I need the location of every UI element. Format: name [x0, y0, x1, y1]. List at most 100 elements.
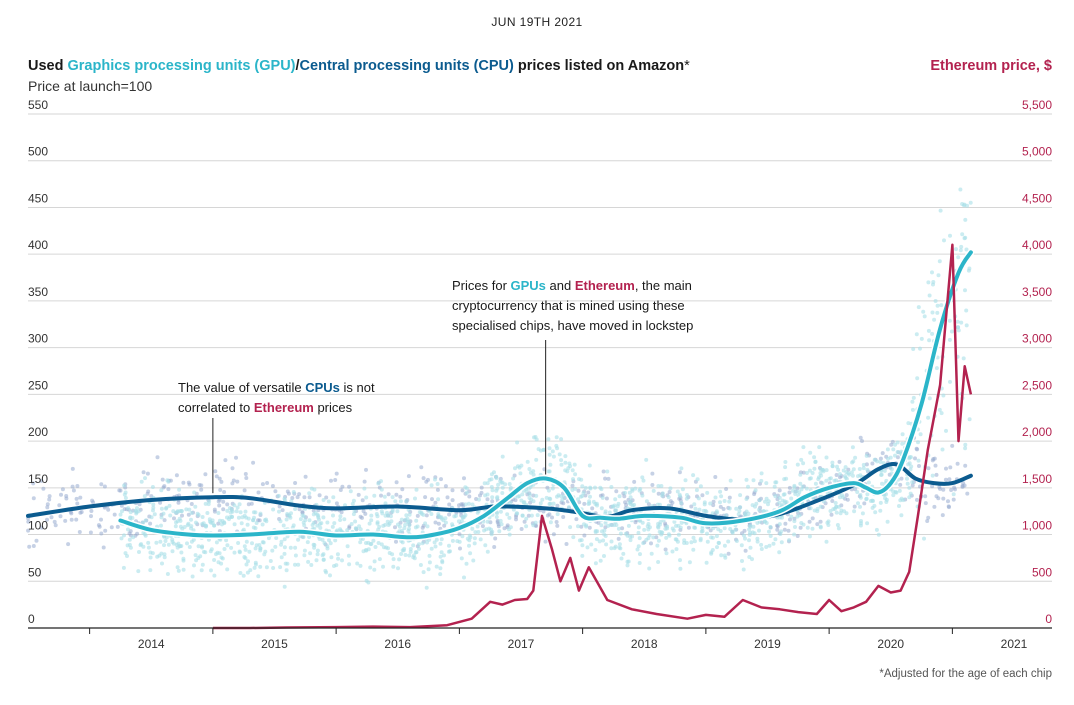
scatter-dot: [952, 485, 957, 490]
scatter-dot: [293, 507, 298, 511]
scatter-dot: [695, 477, 700, 482]
scatter-dot: [148, 521, 153, 526]
scatter-dot: [722, 526, 727, 531]
scatter-dot: [277, 509, 281, 514]
scatter-dot: [679, 466, 684, 471]
scatter-dot: [947, 477, 952, 482]
x-tick-2019: 2019: [754, 637, 781, 651]
scatter-dot: [407, 523, 412, 528]
scatter-dot: [376, 481, 381, 486]
scatter-dot: [280, 508, 285, 513]
scatter-dot: [500, 491, 505, 495]
scatter-dot: [208, 549, 213, 554]
scatter-dot: [751, 524, 756, 529]
scatter-dot: [522, 519, 527, 524]
scatter-dot: [297, 492, 302, 497]
scatter-dot: [164, 506, 168, 511]
x-tick-2018: 2018: [631, 637, 658, 651]
scatter-dot: [724, 487, 729, 491]
scatter-dot: [913, 456, 917, 461]
scatter-dot: [961, 356, 966, 361]
scatter-dot: [438, 541, 443, 546]
scatter-dot: [535, 513, 540, 518]
scatter-dot: [402, 526, 407, 531]
scatter-dot: [891, 489, 896, 494]
scatter-dot: [278, 565, 283, 570]
scatter-dot: [644, 537, 649, 542]
scatter-dot: [927, 293, 932, 298]
scatter-dot: [734, 539, 739, 543]
scatter-dot: [824, 468, 829, 473]
scatter-dot: [102, 484, 107, 489]
scatter-dot: [145, 491, 150, 496]
scatter-dot: [472, 541, 477, 546]
scatter-dot: [386, 523, 391, 527]
scatter-dot: [947, 337, 952, 342]
scatter-dot: [373, 545, 378, 549]
scatter-dot: [146, 545, 151, 550]
scatter-dot: [954, 247, 958, 252]
scatter-dot: [834, 478, 839, 483]
scatter-dot: [650, 471, 655, 476]
scatter-dot: [946, 504, 951, 509]
scatter-dot: [495, 495, 500, 500]
scatter-dot: [485, 519, 490, 524]
scatter-dot: [580, 553, 585, 558]
scatter-dot: [956, 255, 961, 260]
scatter-dot: [687, 560, 692, 565]
scatter-dot: [722, 543, 727, 548]
scatter-dot: [759, 547, 764, 551]
scatter-dot: [200, 522, 205, 526]
scatter-dot: [403, 522, 408, 527]
scatter-dot: [74, 517, 79, 522]
scatter-dot: [479, 485, 484, 490]
scatter-dot: [322, 541, 327, 545]
scatter-dot: [559, 458, 564, 463]
scatter-dot: [163, 539, 168, 543]
scatter-dot: [128, 516, 133, 521]
scatter-dot: [338, 488, 343, 492]
scatter-dot: [225, 502, 230, 507]
scatter-dot: [405, 520, 410, 525]
annotation-gpu-text-3: , the main: [634, 278, 692, 293]
scatter-dot: [594, 537, 599, 542]
scatter-dot: [196, 556, 201, 560]
scatter-dot: [78, 495, 83, 500]
scatter-dot: [458, 546, 462, 551]
scatter-dot: [115, 524, 120, 529]
scatter-dot: [557, 452, 562, 457]
scatter-dot: [216, 511, 221, 515]
scatter-dot: [309, 486, 314, 491]
scatter-dot: [242, 544, 247, 549]
scatter-dot: [189, 502, 194, 506]
annotation-gpu-text-5: specialised chips, have moved in lockste…: [452, 318, 694, 333]
scatter-dot: [473, 530, 478, 535]
scatter-dot: [442, 523, 447, 528]
scatter-dot: [636, 544, 641, 549]
scatter-dot: [271, 507, 276, 512]
scatter-dot: [295, 495, 300, 500]
scatter-dot: [963, 446, 968, 451]
scatter-dot: [498, 509, 503, 514]
scatter-dot: [649, 551, 654, 556]
scatter-dot: [490, 499, 495, 504]
scatter-dot: [459, 556, 464, 561]
scatter-dot: [64, 494, 69, 498]
scatter-dot: [425, 540, 429, 545]
scatter-dot: [346, 553, 351, 558]
scatter-dot: [438, 566, 443, 571]
scatter-dot: [956, 328, 961, 333]
scatter-dot: [176, 541, 181, 546]
scatter-dot: [941, 393, 946, 398]
scatter-dot: [505, 512, 510, 517]
scatter-dot: [148, 550, 153, 555]
scatter-dot: [273, 544, 278, 549]
scatter-dot: [462, 476, 466, 481]
scatter-dot: [168, 513, 173, 518]
scatter-dot: [414, 487, 419, 492]
scatter-dot: [212, 573, 217, 578]
y-tick-right-3,500: 3,500: [1022, 285, 1052, 299]
scatter-dot: [555, 523, 560, 528]
scatter-dot: [199, 483, 204, 488]
scatter-dot: [250, 541, 254, 546]
